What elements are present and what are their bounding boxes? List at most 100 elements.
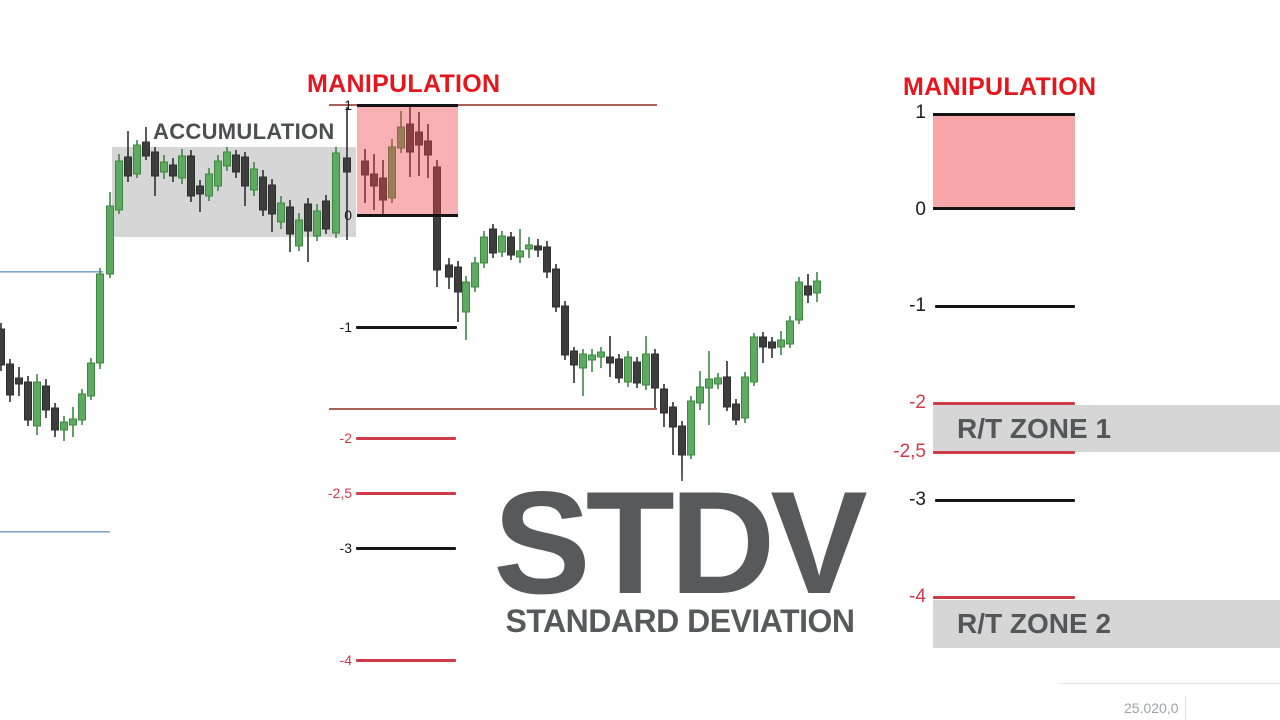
std-dev-level-line [356, 436, 456, 440]
candle-body [534, 245, 542, 251]
candle-body [813, 280, 821, 294]
candle-body [678, 425, 686, 456]
candle-body [687, 400, 695, 456]
candle-body [33, 381, 41, 427]
candle-body [60, 421, 68, 431]
candle-body [142, 141, 150, 157]
price-label: 25.020,0 [1124, 700, 1179, 716]
candle-body [96, 273, 104, 364]
candle-body [624, 356, 632, 383]
candle-body [232, 154, 240, 173]
candle-body [471, 262, 479, 288]
candle-body [795, 281, 803, 321]
candle-body [169, 164, 177, 177]
candle-body [454, 266, 462, 293]
std-dev-level-line [933, 401, 1075, 405]
std-dev-level-label: -3 [339, 540, 352, 556]
candle-body [489, 228, 497, 254]
std-dev-level-label: -4 [339, 652, 352, 668]
std-dev-level-label: -2 [339, 430, 352, 446]
candle-body [0, 328, 5, 366]
candle-body [397, 126, 405, 149]
candle-body [133, 144, 141, 175]
candle-body [741, 376, 749, 419]
candle-body [151, 151, 159, 177]
candle-body [205, 173, 213, 197]
candle-body [606, 356, 614, 364]
accumulation-title: ACCUMULATION [153, 119, 335, 144]
candle-body [187, 155, 195, 197]
candle-body [750, 336, 758, 383]
candle-body [415, 131, 423, 146]
candle-body [424, 140, 432, 156]
candle-body [160, 161, 168, 173]
chart-gridline [1058, 683, 1280, 684]
manipulation-title-left: MANIPULATION [307, 70, 501, 98]
blue-level-line [0, 531, 110, 533]
candle-body [561, 305, 569, 356]
candle-body [768, 341, 776, 349]
std-dev-level-label: 0 [344, 207, 352, 223]
candle-body [696, 386, 704, 404]
rt-zone-2-box: R/T ZONE 2 [933, 600, 1280, 648]
candle-body [78, 393, 86, 421]
candle-body [304, 203, 312, 232]
candle-body [759, 336, 767, 348]
candle-body [777, 339, 785, 348]
candle-body [588, 354, 596, 361]
candle-body [223, 151, 231, 167]
candle-body [705, 378, 713, 389]
candle-body [660, 388, 668, 414]
std-dev-level-line [935, 498, 1075, 502]
candle-body [277, 202, 285, 223]
std-dev-level-label: -3 [909, 489, 926, 510]
candle-body [370, 173, 378, 187]
candle-body [804, 285, 812, 296]
candle-body [322, 200, 330, 230]
candle-body [15, 377, 23, 385]
candle-body [361, 160, 369, 176]
candle-body [615, 358, 623, 379]
manipulation-legend-box [933, 113, 1075, 210]
candle-body [268, 184, 276, 215]
candle-body [178, 155, 186, 179]
std-dev-level-label: -2 [909, 392, 926, 413]
candle-body [525, 244, 533, 250]
candle-body [597, 351, 605, 358]
candle-body [343, 157, 351, 173]
rt-zone-2-label: R/T ZONE 2 [957, 608, 1112, 639]
std-dev-level-line [356, 658, 456, 662]
candle-body [115, 160, 123, 211]
candle-body [714, 377, 722, 385]
candle-body [51, 407, 59, 431]
std-dev-level-label: -4 [909, 586, 926, 607]
candle-body [462, 281, 470, 313]
candle-body [445, 264, 453, 278]
candle-body [516, 250, 524, 258]
candle-body [388, 146, 396, 199]
candle-body [286, 206, 294, 235]
candle-body [543, 246, 551, 273]
candle-body [69, 418, 77, 426]
blue-level-line [0, 271, 103, 273]
candle-body [6, 363, 14, 396]
range-projection-line [329, 104, 657, 106]
candle-body [433, 166, 441, 271]
std-dev-level-label: 1 [344, 97, 352, 113]
candle-body [379, 177, 387, 201]
candle-body [669, 406, 677, 428]
candle-body [42, 385, 50, 411]
std-dev-level-line [356, 491, 456, 495]
page-title: STDV [493, 461, 867, 624]
candle-body [651, 353, 659, 389]
std-dev-level-label: -2,5 [893, 441, 926, 462]
candle-body [570, 350, 578, 366]
std-dev-level-line [933, 595, 1075, 599]
candle-body [214, 160, 222, 187]
candle-body [552, 268, 560, 308]
candle-body [87, 362, 95, 397]
candle-body [498, 235, 506, 253]
std-dev-level-label: -1 [909, 295, 926, 316]
